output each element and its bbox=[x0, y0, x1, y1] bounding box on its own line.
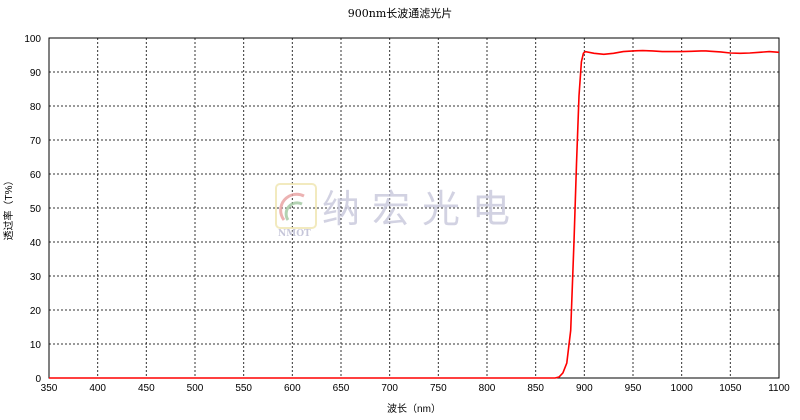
series-line bbox=[49, 49, 780, 379]
x-tick-label: 500 bbox=[187, 383, 204, 394]
y-tick-label: 10 bbox=[30, 340, 42, 351]
y-tick-label: 50 bbox=[30, 204, 42, 215]
x-tick-label: 850 bbox=[527, 383, 544, 394]
watermark-logo-arc-icon bbox=[279, 192, 305, 221]
watermark: NMOT 纳宏光电 bbox=[275, 183, 522, 239]
y-tick-label: 80 bbox=[30, 102, 42, 113]
x-tick-label: 450 bbox=[138, 383, 155, 394]
x-tick-label: 1050 bbox=[719, 383, 742, 394]
y-tick-label: 70 bbox=[30, 136, 42, 147]
x-tick-label: 700 bbox=[381, 383, 398, 394]
watermark-logo-text: NMOT bbox=[278, 229, 311, 239]
x-tick-label: 750 bbox=[430, 383, 447, 394]
watermark-logo-icon bbox=[275, 183, 317, 229]
x-tick-label: 800 bbox=[479, 383, 496, 394]
x-tick-label: 1000 bbox=[671, 383, 694, 394]
chart-title: 900nm长波通滤光片 bbox=[348, 6, 453, 20]
x-tick-label: 600 bbox=[284, 383, 301, 394]
y-tick-label: 40 bbox=[30, 238, 42, 249]
x-tick-label: 1100 bbox=[768, 383, 790, 394]
y-tick-label: 100 bbox=[24, 34, 41, 45]
x-tick-label: 900 bbox=[576, 383, 593, 394]
watermark-text: 纳宏光电 bbox=[322, 187, 522, 231]
x-tick-label: 950 bbox=[625, 383, 642, 394]
y-tick-label: 20 bbox=[30, 306, 42, 317]
watermark-logo-arc2-icon bbox=[284, 201, 303, 221]
x-axis-label: 波长（nm） bbox=[387, 402, 441, 415]
y-tick-label: 90 bbox=[30, 68, 42, 79]
y-tick-label: 60 bbox=[30, 170, 42, 181]
x-tick-label: 550 bbox=[235, 383, 252, 394]
y-axis-label: 透过率（T%） bbox=[2, 176, 15, 241]
x-tick-label: 650 bbox=[333, 383, 350, 394]
x-tick-label: 400 bbox=[89, 383, 106, 394]
x-tick-label: 350 bbox=[41, 383, 58, 394]
ticks: 350 400 450 500 550 600 650 700 750 800 850 900 950 1… bbox=[24, 34, 790, 394]
y-tick-label: 0 bbox=[35, 374, 41, 385]
y-tick-label: 30 bbox=[30, 272, 42, 283]
